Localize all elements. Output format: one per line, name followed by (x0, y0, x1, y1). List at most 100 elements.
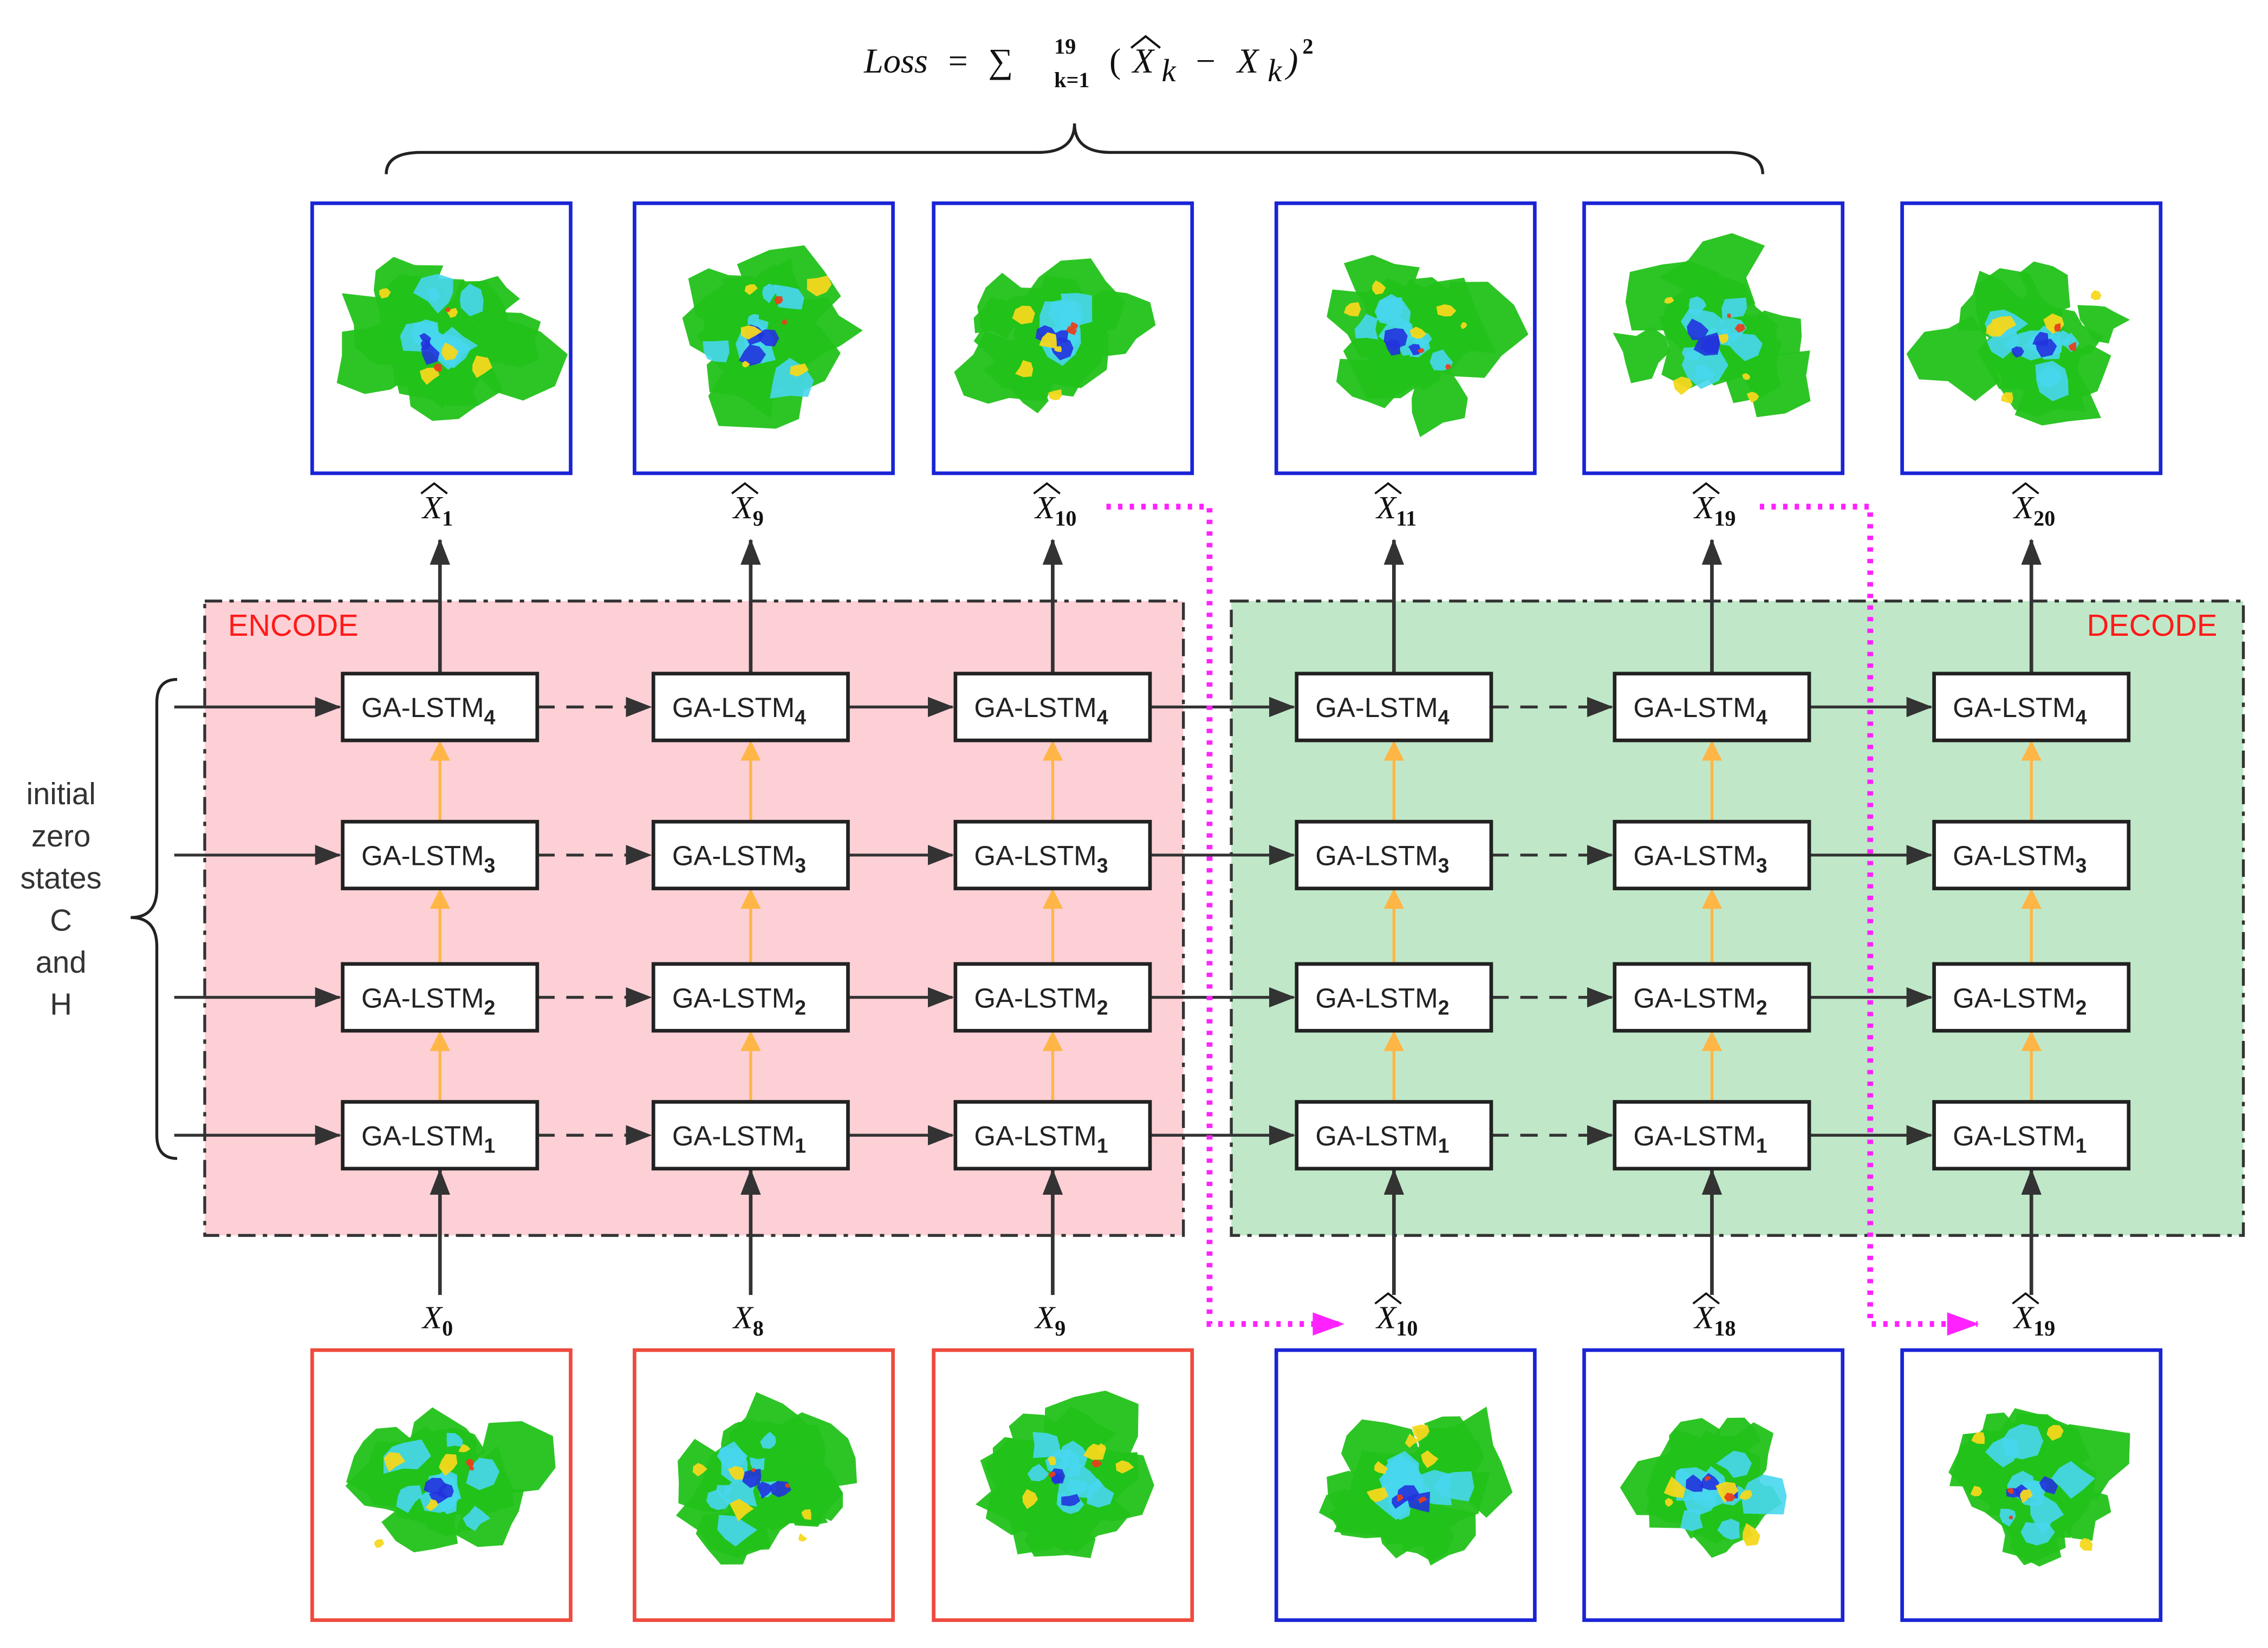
svg-text:X10: X10 (1375, 1300, 1418, 1340)
ga-lstm-cell-layer-4: GA-LSTM4 (341, 672, 540, 742)
loss-formula: Loss = ∑ 19 k=1 ( X k − X k ) 2 (863, 34, 1314, 92)
loss-sum-symbol: ∑ (988, 42, 1013, 80)
output-radar-image (1274, 201, 1537, 475)
cell-label: GA-LSTM1 (974, 1121, 1108, 1157)
ga-lstm-cell-layer-2: GA-LSTM2 (1613, 962, 1811, 1033)
initial-states-brace (131, 678, 178, 1160)
ga-lstm-cell-layer-2: GA-LSTM2 (1932, 962, 2131, 1033)
input-label: X10 (1374, 1292, 1418, 1340)
input-radar-image (932, 1348, 1194, 1622)
ga-lstm-cell-layer-2: GA-LSTM2 (953, 962, 1152, 1033)
input-label: X19 (2012, 1292, 2055, 1340)
output-radar-image (932, 201, 1194, 475)
output-radar-image (633, 201, 895, 475)
input-label: X0 (421, 1300, 453, 1340)
svg-text:X19: X19 (1693, 490, 1736, 530)
cell-label: GA-LSTM3 (1633, 841, 1767, 877)
output-radar-image (310, 201, 573, 475)
output-label: X10 (1033, 482, 1076, 530)
cell-label: GA-LSTM4 (1633, 692, 1767, 728)
side-label-word: C (50, 903, 72, 937)
svg-text:( X: ( X (1109, 42, 1155, 80)
hat-mark (2012, 1292, 2039, 1305)
output-label: X9 (731, 482, 764, 530)
cell-label: GA-LSTM4 (361, 692, 495, 728)
hat-mark (1374, 482, 1402, 494)
cell-label: GA-LSTM1 (1633, 1121, 1767, 1157)
input-label: X8 (732, 1300, 764, 1340)
input-radar-image (310, 1348, 573, 1622)
output-label: X1 (420, 482, 453, 530)
side-label-word: and (36, 945, 87, 979)
loss-sub-1: k (1161, 53, 1177, 88)
cell-label: GA-LSTM1 (1953, 1121, 2087, 1157)
hat-mark (1692, 482, 1720, 494)
svg-text:X11: X11 (1375, 490, 1416, 530)
loss-minus: − (1193, 42, 1217, 80)
encode-label: ENCODE (228, 608, 359, 642)
ga-lstm-cell-layer-2: GA-LSTM2 (341, 962, 540, 1033)
loss-hat-mark (1130, 35, 1161, 49)
ga-lstm-cell-layer-1: GA-LSTM1 (953, 1100, 1152, 1171)
loss-open: ( (1109, 42, 1121, 80)
hat-mark (2012, 482, 2039, 494)
input-label: X9 (1034, 1300, 1065, 1340)
loss-sub-2: k (1268, 53, 1283, 88)
svg-text:X9: X9 (1034, 1300, 1065, 1340)
hat-mark (1692, 1292, 1720, 1305)
cell-label: GA-LSTM4 (672, 692, 806, 728)
cell-label: GA-LSTM1 (1315, 1121, 1449, 1157)
cell-label: GA-LSTM2 (361, 982, 495, 1019)
cell-label: GA-LSTM2 (672, 982, 806, 1019)
loss-eq: = (948, 42, 968, 80)
svg-text:X10: X10 (1034, 490, 1076, 530)
cell-label: GA-LSTM4 (1953, 692, 2087, 728)
hat-mark (1374, 1292, 1402, 1305)
ga-lstm-cell-layer-4: GA-LSTM4 (1613, 672, 1811, 742)
svg-text:X20: X20 (2013, 490, 2055, 530)
loss-lhs: Loss (863, 42, 928, 80)
svg-text:X9: X9 (732, 490, 764, 530)
svg-text:X8: X8 (732, 1300, 764, 1340)
loss-power: 2 (1302, 34, 1313, 58)
side-label-word: initial (26, 777, 95, 811)
ga-lstm-cell-layer-4: GA-LSTM4 (1932, 672, 2131, 742)
ga-lstm-cell-layer-4: GA-LSTM4 (1295, 672, 1493, 742)
output-radar-image (1900, 201, 2163, 475)
hat-mark (1033, 482, 1061, 494)
ga-lstm-cell-layer-3: GA-LSTM3 (1932, 819, 2131, 890)
output-label: X20 (2012, 482, 2055, 530)
cell-label: GA-LSTM1 (361, 1121, 495, 1157)
loss-x: X (1236, 42, 1260, 80)
loss-xhat: X (1131, 42, 1155, 80)
ga-lstm-cell-layer-3: GA-LSTM3 (1295, 819, 1493, 890)
ga-lstm-cell-layer-4: GA-LSTM4 (651, 672, 850, 742)
cell-label: GA-LSTM4 (974, 692, 1108, 728)
hat-mark (420, 482, 448, 494)
side-label-word: H (50, 987, 72, 1021)
svg-text:X0: X0 (421, 1300, 453, 1340)
ga-lstm-cell-layer-1: GA-LSTM1 (1613, 1100, 1811, 1171)
cell-label: GA-LSTM2 (1315, 982, 1449, 1019)
output-label: X11 (1374, 482, 1416, 530)
svg-text:Loss = ∑: Loss = ∑ (863, 42, 1013, 80)
loss-lower: k=1 (1054, 68, 1089, 92)
ga-lstm-cell-layer-2: GA-LSTM2 (1295, 962, 1493, 1033)
cell-label: GA-LSTM3 (974, 841, 1108, 877)
input-radar-image (633, 1348, 895, 1622)
ga-lstm-cell-layer-1: GA-LSTM1 (1932, 1100, 2131, 1171)
cell-label: GA-LSTM3 (361, 841, 495, 877)
svg-text:X1: X1 (421, 490, 453, 530)
cell-label: GA-LSTM3 (1953, 841, 2087, 877)
hat-mark (731, 482, 759, 494)
ga-lstm-cell-layer-3: GA-LSTM3 (953, 819, 1152, 890)
cell-label: GA-LSTM1 (672, 1121, 806, 1157)
cell-label: GA-LSTM2 (974, 982, 1108, 1019)
input-radar-image (1900, 1348, 2163, 1622)
cell-label: GA-LSTM4 (1315, 692, 1449, 728)
cell-label: GA-LSTM2 (1953, 982, 2087, 1019)
cell-label: GA-LSTM3 (1315, 841, 1449, 877)
